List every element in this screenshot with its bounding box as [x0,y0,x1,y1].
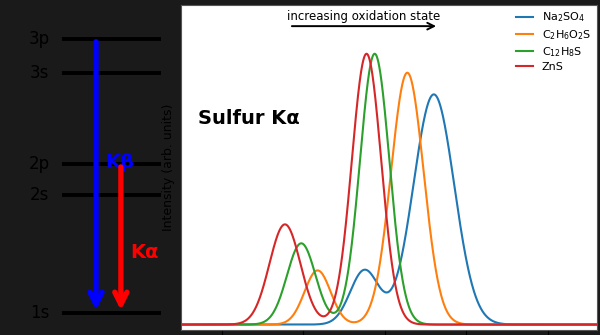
Legend: Na$_2$SO$_4$, C$_2$H$_6$O$_2$S, C$_{12}$H$_8$S, ZnS: Na$_2$SO$_4$, C$_2$H$_6$O$_2$S, C$_{12}$… [517,11,592,72]
Line: ZnS: ZnS [161,54,600,325]
Text: 2s: 2s [30,186,50,204]
C$_2$H$_6$O$_2$S [208,323,215,327]
Text: increasing oxidation state: increasing oxidation state [287,10,440,23]
Text: Kα: Kα [130,243,158,262]
ZnS [329,303,336,307]
Text: 3p: 3p [28,30,50,48]
C$_2$H$_6$O$_2$S [235,323,242,327]
Na$_2$SO$_4$ [597,323,600,327]
Na$_2$SO$_4$ [157,323,164,327]
Text: 1s: 1s [30,304,50,322]
Na$_2$SO$_4$ [235,323,242,327]
Na$_2$SO$_4$ [548,323,556,327]
Text: Kβ: Kβ [106,153,134,172]
Na$_2$SO$_4$ [430,92,437,96]
ZnS [597,323,600,327]
C$_2$H$_6$O$_2$S [597,323,600,327]
Y-axis label: Intensity (arb. units): Intensity (arb. units) [163,104,175,231]
C$_{12}$H$_8$S [235,323,242,327]
C$_{12}$H$_8$S [371,52,378,56]
Na$_2$SO$_4$ [349,285,356,289]
Na$_2$SO$_4$ [329,318,336,322]
C$_2$H$_6$O$_2$S [329,294,336,298]
Text: 2p: 2p [28,155,50,173]
C$_{12}$H$_8$S [157,323,164,327]
C$_2$H$_6$O$_2$S [404,71,411,75]
Line: Na$_2$SO$_4$: Na$_2$SO$_4$ [161,94,600,325]
Text: 3s: 3s [30,64,50,82]
Na$_2$SO$_4$ [208,323,215,327]
C$_{12}$H$_8$S [597,323,600,327]
C$_2$H$_6$O$_2$S [349,320,356,324]
C$_{12}$H$_8$S [208,323,215,327]
Line: C$_2$H$_6$O$_2$S: C$_2$H$_6$O$_2$S [161,73,600,325]
C$_{12}$H$_8$S [329,311,336,315]
C$_2$H$_6$O$_2$S [157,323,164,327]
C$_{12}$H$_8$S [349,240,356,244]
ZnS [208,323,215,327]
C$_2$H$_6$O$_2$S [548,323,556,327]
ZnS [235,322,242,326]
ZnS [349,156,356,160]
ZnS [157,323,164,327]
ZnS [363,52,370,56]
C$_{12}$H$_8$S [548,323,556,327]
Line: C$_{12}$H$_8$S: C$_{12}$H$_8$S [161,54,600,325]
Text: Sulfur Kα: Sulfur Kα [197,109,299,128]
ZnS [548,323,556,327]
